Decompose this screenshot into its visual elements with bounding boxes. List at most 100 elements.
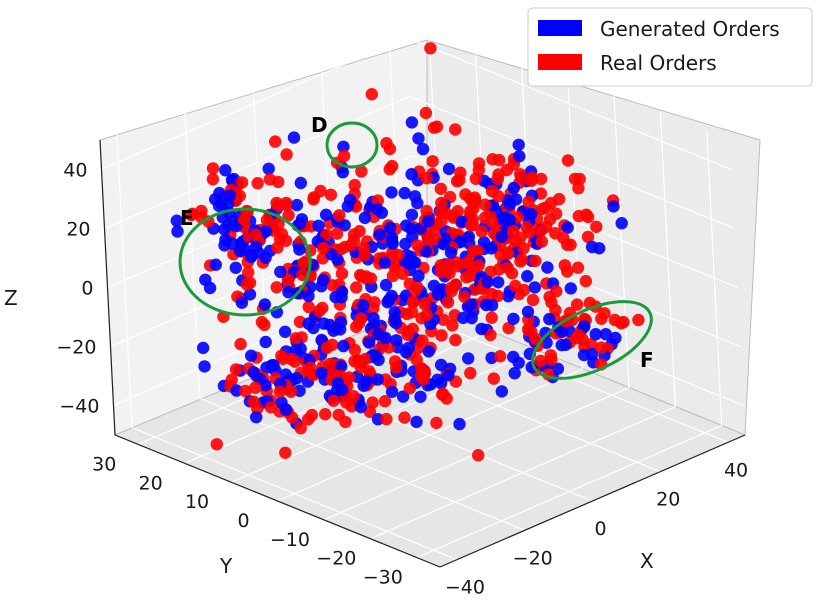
point-generated-order (259, 335, 272, 349)
point-generated-order (315, 366, 328, 380)
point-real-order (435, 196, 448, 210)
point-real-order (595, 312, 608, 325)
point-generated-order (198, 360, 211, 373)
point-generated-order (356, 299, 370, 312)
point-real-order (434, 182, 447, 195)
point-real-order (270, 196, 283, 210)
point-generated-order (170, 214, 183, 227)
point-real-order (319, 408, 332, 421)
point-generated-order (503, 198, 517, 211)
point-real-order (206, 173, 220, 186)
x-axis-label: X (640, 549, 654, 573)
point-generated-order (431, 288, 445, 301)
point-generated-order (555, 325, 569, 338)
point-generated-order (502, 290, 515, 303)
z-axis-line (99, 139, 116, 436)
point-real-order (307, 191, 321, 204)
point-generated-order (422, 345, 435, 358)
point-generated-order (280, 403, 293, 416)
annotation-d: D (311, 113, 379, 169)
point-generated-order (294, 342, 307, 355)
point-generated-order (412, 132, 425, 145)
point-generated-order (336, 383, 349, 396)
point-generated-order (492, 276, 505, 289)
point-generated-order (243, 288, 257, 301)
point-generated-order (609, 331, 622, 345)
point-real-order (410, 353, 423, 367)
point-real-order (434, 265, 448, 279)
point-generated-order (543, 312, 556, 326)
point-real-order (367, 302, 380, 315)
point-real-order (579, 274, 592, 288)
point-real-order (371, 194, 384, 207)
point-real-order (422, 235, 435, 248)
point-generated-order (462, 230, 476, 243)
point-generated-order (196, 341, 210, 355)
axis-lines (99, 139, 746, 568)
point-real-order (475, 225, 488, 238)
point-real-order (522, 195, 535, 208)
point-real-order (302, 300, 315, 314)
point-generated-order (589, 328, 602, 341)
point-real-order (378, 395, 392, 408)
point-real-order (240, 278, 254, 291)
point-real-order (320, 341, 334, 355)
point-generated-order (404, 222, 418, 236)
point-real-order (251, 177, 264, 190)
point-generated-order (294, 176, 307, 190)
grid-line (101, 36, 407, 171)
point-real-order (450, 175, 464, 188)
point-generated-order (250, 411, 263, 424)
point-generated-order (209, 193, 222, 206)
point-real-order (353, 354, 366, 368)
point-real-order (388, 355, 402, 368)
point-real-order (386, 159, 399, 173)
point-generated-order (434, 358, 448, 372)
point-generated-order (259, 379, 272, 392)
point-real-order (449, 333, 462, 347)
point-real-order (430, 416, 443, 430)
point-generated-order (258, 298, 272, 311)
point-generated-order (230, 384, 243, 397)
point-real-order (294, 422, 307, 435)
point-real-order (502, 321, 515, 335)
z-tick-label: 40 (63, 160, 87, 182)
point-real-order (418, 298, 431, 311)
point-generated-order (405, 116, 419, 129)
point-generated-order (265, 359, 279, 372)
point-real-order (247, 395, 260, 408)
point-real-order (445, 281, 458, 294)
point-real-order (469, 172, 482, 185)
point-real-order (280, 196, 293, 210)
legend-label-real: Real Orders (600, 51, 717, 75)
point-generated-order (247, 366, 260, 379)
point-real-order (234, 337, 247, 351)
point-generated-order (369, 349, 382, 362)
x-tick-label: −20 (513, 547, 553, 569)
point-real-order (435, 214, 448, 228)
point-generated-order (541, 261, 554, 274)
annotation-f-ellipse (531, 300, 653, 380)
point-real-order (324, 188, 338, 201)
legend-label-generated: Generated Orders (600, 17, 780, 41)
point-real-order (272, 217, 285, 230)
point-real-order (525, 171, 538, 184)
point-generated-order (290, 372, 303, 385)
point-generated-order (379, 331, 392, 345)
point-real-order (595, 341, 608, 354)
x-tick-label: 20 (656, 489, 680, 511)
annotation-e: E (178, 206, 312, 317)
point-real-order (534, 224, 547, 237)
point-real-order (484, 328, 497, 342)
point-generated-order (317, 274, 330, 287)
point-real-order (398, 411, 411, 424)
point-generated-order (293, 243, 306, 256)
x-tick-label: 40 (724, 459, 748, 481)
point-real-order (411, 239, 424, 252)
point-generated-order (405, 168, 418, 181)
point-real-order (229, 363, 243, 376)
z-axis-label: Z (4, 286, 18, 310)
point-generated-order (379, 278, 393, 292)
point-real-order (249, 381, 262, 394)
